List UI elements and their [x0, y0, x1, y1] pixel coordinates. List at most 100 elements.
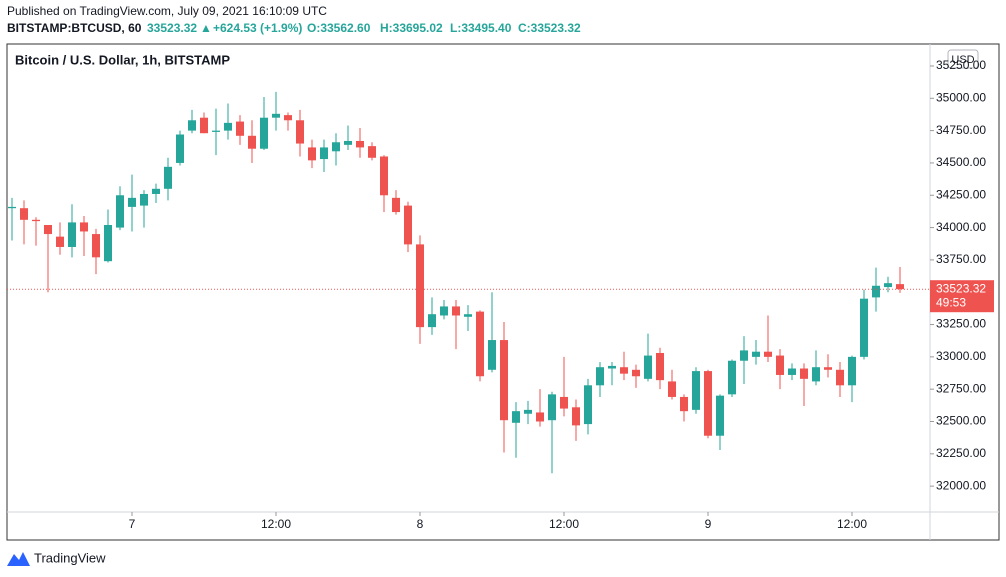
x-tick-label: 7 [129, 517, 136, 531]
candle-body [452, 306, 460, 316]
candle-body [284, 115, 292, 121]
y-tick-label: 33250.00 [936, 317, 986, 331]
candle-body [872, 285, 880, 298]
candle-body [440, 306, 448, 316]
candle-body [764, 351, 772, 357]
y-tick-label: 32250.00 [936, 446, 986, 460]
logo: TradingView [7, 550, 106, 566]
y-tick-label: 32750.00 [936, 381, 986, 395]
candle-body [320, 147, 328, 160]
candle-body [512, 411, 520, 423]
candle-body [644, 355, 652, 379]
y-tick-label: 35000.00 [936, 90, 986, 104]
candle-body [260, 117, 268, 149]
countdown: 49:53 [936, 295, 966, 309]
candle-body [884, 283, 892, 288]
candle-body [608, 365, 616, 369]
candle-body [212, 130, 220, 132]
candle-body [332, 142, 340, 152]
candle-body [224, 122, 232, 131]
candle-body [860, 298, 868, 357]
candle-body [728, 360, 736, 395]
published: Published on TradingView.com, July 09, 2… [7, 4, 327, 18]
low: L:33495.40 [450, 21, 512, 35]
arrow: ▲ [200, 21, 212, 35]
candle-body [620, 367, 628, 374]
last-price-box [930, 280, 994, 313]
candle-body [392, 197, 400, 213]
quote-line: BITSTAMP:BTCUSD, 60 33523.32 ▲ +624.53 (… [7, 21, 581, 35]
candle-body [92, 234, 100, 258]
candle-body [152, 188, 160, 194]
x-tick-label: 9 [705, 517, 712, 531]
candle-body [572, 407, 580, 426]
candle-body [716, 395, 724, 436]
candle-body [104, 224, 112, 262]
candle-body [656, 352, 664, 381]
candle-body [272, 113, 280, 118]
candle-body [188, 120, 196, 131]
candle-body [236, 121, 244, 136]
candle-body [848, 356, 856, 386]
candle-body [824, 367, 832, 370]
candle-body [752, 351, 760, 357]
candle-body [416, 244, 424, 328]
candle-body [116, 195, 124, 228]
candle-body [488, 340, 496, 370]
candle-body [812, 367, 820, 382]
symbol: BITSTAMP:BTCUSD, 60 [7, 21, 142, 35]
candle-body [428, 314, 436, 328]
y-tick-label: 35250.00 [936, 58, 986, 72]
candle-body [740, 350, 748, 361]
brand: TradingView [34, 550, 106, 565]
candle-body [692, 371, 700, 410]
candle-body [68, 222, 76, 247]
y-tick-label: 34750.00 [936, 123, 986, 137]
y-tick-label: 32500.00 [936, 414, 986, 428]
candle-body [596, 367, 604, 386]
candle-body [668, 381, 676, 397]
candle-body [404, 205, 412, 245]
candle-body [56, 236, 64, 247]
currency: USD [951, 54, 974, 66]
candle-body [476, 311, 484, 377]
candle-body [80, 222, 88, 232]
candle-body [308, 147, 316, 161]
y-tick-label: 34000.00 [936, 220, 986, 234]
candle-body [248, 135, 256, 149]
pane-border [6, 43, 1000, 541]
candle-body [680, 396, 688, 412]
candle-body [584, 385, 592, 425]
candle-body [344, 140, 352, 145]
candle-body [356, 140, 364, 148]
candle-body [20, 208, 28, 220]
y-tick-label: 34500.00 [936, 155, 986, 169]
x-tick-label: 12:00 [549, 517, 579, 531]
candle-body [560, 396, 568, 409]
candle-body [44, 224, 52, 235]
candle-body [32, 219, 40, 222]
chart-title: Bitcoin / U.S. Dollar, 1h, BITSTAMP [15, 52, 230, 67]
y-tick-label: 33000.00 [936, 349, 986, 363]
candle-body [548, 394, 556, 421]
candle-body [176, 134, 184, 163]
currency-box[interactable] [947, 49, 979, 69]
candle-body [776, 355, 784, 375]
y-tick-label: 32000.00 [936, 478, 986, 492]
candle-body [632, 369, 640, 377]
candle-body [536, 412, 544, 422]
x-tick-label: 8 [417, 517, 424, 531]
y-tick-label: 33750.00 [936, 252, 986, 266]
candle-body [836, 369, 844, 386]
close: C:33523.32 [518, 21, 581, 35]
candle-body [380, 156, 388, 196]
candle-body [164, 166, 172, 189]
candle-body [128, 197, 136, 207]
x-tick-label: 12:00 [837, 517, 867, 531]
candle-body [500, 340, 508, 421]
x-tick-label: 12:00 [261, 517, 291, 531]
candle-body [896, 284, 904, 290]
high: H:33695.02 [380, 21, 443, 35]
candle-body [524, 409, 532, 414]
